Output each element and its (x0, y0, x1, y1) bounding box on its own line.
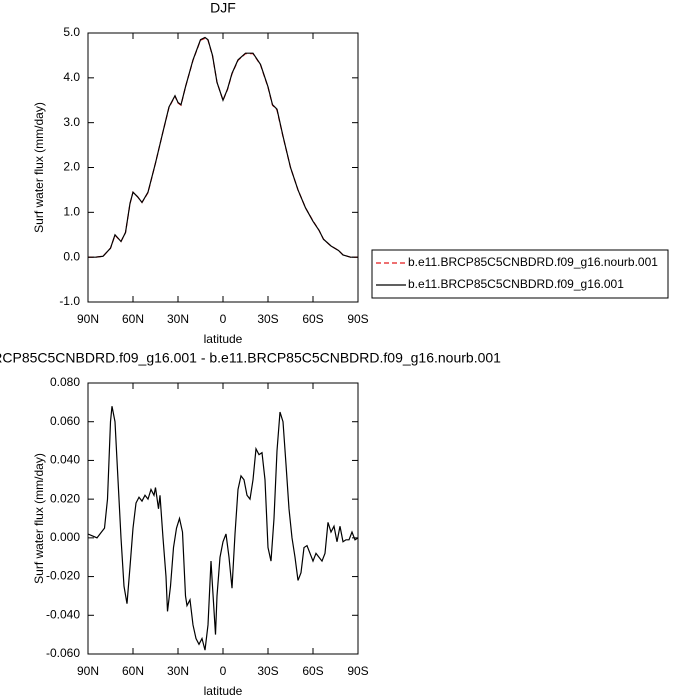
data-line (88, 37, 358, 258)
y-tick-label: 0.0 (63, 249, 80, 263)
legend-box (371, 249, 669, 299)
y-tick-label: 0.020 (50, 491, 80, 505)
y-tick-label: -1.0 (59, 294, 80, 308)
x-tick-label: 30S (257, 664, 278, 678)
y-tick-label: -0.040 (46, 607, 80, 621)
x-tick-label: 30S (257, 312, 278, 326)
y-tick-label: 0.040 (50, 453, 80, 467)
x-tick-label: 0 (220, 664, 227, 678)
y-axis-label: Surf water flux (mm/day) (32, 102, 46, 233)
y-tick-label: 0.080 (50, 375, 80, 389)
x-tick-label: 60S (302, 664, 323, 678)
plot-frame (87, 382, 359, 655)
y-tick-label: 0.060 (50, 414, 80, 428)
x-tick-label: 60S (302, 312, 323, 326)
y-tick-label: 2.0 (63, 160, 80, 174)
legend-label: b.e11.BRCP85C5CNBDRD.f09_g16.001 (408, 277, 624, 291)
chart-title: b.e11.BRCP85C5CNBDRD.f09_g16.001 - b.e11… (0, 350, 501, 366)
y-tick-label: 3.0 (63, 115, 80, 129)
x-tick-label: 90N (77, 312, 99, 326)
x-tick-label: 0 (220, 312, 227, 326)
y-tick-label: 5.0 (63, 25, 80, 39)
plot-frame (87, 32, 359, 303)
x-tick-label: 60N (122, 664, 144, 678)
y-tick-label: -0.060 (46, 646, 80, 660)
x-axis-label: latitude (204, 684, 243, 698)
y-axis-label: Surf water flux (mm/day) (32, 453, 46, 584)
y-tick-label: 0.000 (50, 530, 80, 544)
data-line (87, 406, 359, 651)
x-tick-label: 90N (77, 664, 99, 678)
x-tick-label: 30N (167, 664, 189, 678)
x-axis-label: latitude (204, 332, 243, 346)
y-tick-label: 1.0 (63, 205, 80, 219)
x-tick-label: 90S (347, 312, 368, 326)
y-tick-label: 4.0 (63, 70, 80, 84)
x-tick-label: 60N (122, 312, 144, 326)
y-tick-label: -0.020 (46, 569, 80, 583)
x-tick-label: 30N (167, 312, 189, 326)
legend-label: b.e11.BRCP85C5CNBDRD.f09_g16.nourb.001 (408, 255, 658, 269)
data-line (88, 36, 358, 258)
chart-title: DJF (210, 0, 236, 16)
x-tick-label: 90S (347, 664, 368, 678)
